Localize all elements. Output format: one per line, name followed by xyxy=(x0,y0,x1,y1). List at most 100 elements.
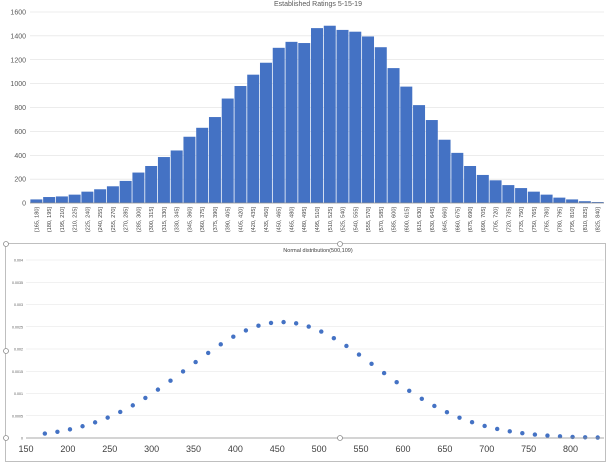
scatter-point xyxy=(143,395,148,401)
scatter-y-tick-label: 0.003 xyxy=(14,303,23,307)
histogram-x-tick-label: (810, 825] xyxy=(583,207,589,233)
scatter-point xyxy=(268,320,274,326)
histogram-x-tick-label: (570, 585] xyxy=(379,207,385,233)
histogram-bar xyxy=(413,105,426,203)
scatter-point xyxy=(482,423,487,429)
histogram-x-tick-label: (690, 705] xyxy=(481,207,487,233)
scatter-point xyxy=(130,403,136,408)
histogram-bar xyxy=(157,157,170,203)
histogram-bar xyxy=(591,202,604,203)
scatter-x-tick-label: 150 xyxy=(18,444,33,454)
histogram-bar xyxy=(553,197,566,203)
resize-handle-top-center[interactable] xyxy=(337,241,343,247)
scatter-point xyxy=(231,334,236,339)
histogram-x-tick-label: (525, 540] xyxy=(341,207,347,233)
histogram-x-tick-label: [165, 180] xyxy=(34,207,40,232)
histogram-bar xyxy=(527,191,540,203)
scatter-point xyxy=(67,427,73,432)
histogram-bar xyxy=(438,139,451,203)
scatter-x-tick-label: 350 xyxy=(186,444,201,454)
histogram-bar xyxy=(272,47,285,203)
histogram-x-tick-label: (210, 225] xyxy=(73,207,79,233)
histogram-x-tick-label: (270, 285] xyxy=(124,207,130,233)
scatter-point xyxy=(394,379,399,385)
histogram-x-tick-label: (390, 405] xyxy=(226,207,232,233)
histogram-bar xyxy=(68,194,81,203)
histogram-bar xyxy=(145,165,158,203)
histogram-bar xyxy=(208,117,221,203)
histogram-bar xyxy=(311,28,323,203)
histogram-x-tick-label: (780, 795] xyxy=(557,207,563,233)
histogram-x-tick-label: (375, 390] xyxy=(213,207,219,233)
histogram-y-tick-label: 1400 xyxy=(10,33,26,40)
histogram-bar xyxy=(464,165,477,203)
scatter-x-tick-label: 600 xyxy=(395,444,410,454)
histogram-x-tick-label: (435, 450] xyxy=(264,207,270,233)
histogram-x-tick-label: (465, 480] xyxy=(289,207,295,233)
resize-handle-bottom-left[interactable] xyxy=(3,435,9,441)
scatter-point xyxy=(155,387,161,392)
histogram-x-tick-label: (675, 690] xyxy=(468,207,474,233)
histogram-bar xyxy=(540,194,553,203)
resize-handle-bottom-center[interactable] xyxy=(337,435,343,441)
scatter-point xyxy=(168,378,173,383)
histogram-x-tick-label: (300, 315] xyxy=(149,207,155,233)
histogram-bar xyxy=(119,180,132,203)
histogram-x-tick-label: (255, 270] xyxy=(111,207,117,233)
scatter-point xyxy=(319,329,324,334)
scatter-point xyxy=(469,420,475,425)
histogram-x-tick-label: (630, 645] xyxy=(430,207,436,233)
scatter-point xyxy=(306,324,311,329)
resize-handle-middle-left[interactable] xyxy=(3,348,9,354)
scatter-point xyxy=(520,430,525,436)
histogram-y-tick-label: 1000 xyxy=(10,81,26,88)
histogram-bar xyxy=(106,186,119,203)
scatter-point xyxy=(532,432,538,437)
histogram-x-tick-label: (765, 780] xyxy=(545,207,551,233)
scatter-y-tick-label: 0.002 xyxy=(14,348,23,352)
histogram-bar xyxy=(502,185,515,203)
scatter-x-axis: 150 200 250 300 350 400 450 500 550 600 650 700 750 8… xyxy=(18,444,578,454)
scatter-x-tick-label: 450 xyxy=(270,444,285,454)
histogram-x-tick-label: (180, 195] xyxy=(47,207,53,233)
chart-selection-frame[interactable] xyxy=(5,243,606,462)
scatter-point xyxy=(494,426,500,432)
histogram-bar xyxy=(234,86,247,203)
histogram-bar xyxy=(94,189,107,203)
histogram-x-tick-label: (645, 660] xyxy=(443,207,449,233)
histogram-bars xyxy=(30,25,604,204)
histogram-bar xyxy=(515,188,528,203)
scatter-point xyxy=(243,328,249,333)
scatter-y-tick-label: 0 xyxy=(21,437,23,441)
histogram-bar xyxy=(336,29,349,203)
histogram-y-tick-label: 400 xyxy=(14,153,26,160)
scatter-y-tick-label: 0.001 xyxy=(14,392,23,396)
scatter-title: Normal distribution(500,109) xyxy=(283,248,353,254)
scatter-gridlines xyxy=(26,259,604,417)
scatter-point xyxy=(381,370,387,376)
histogram-x-tick-label: (585, 600] xyxy=(392,207,398,233)
histogram-x-tick-label: (480, 495] xyxy=(302,207,308,233)
histogram-x-tick-label: (405, 420] xyxy=(238,207,244,233)
histogram-x-tick-label: (735, 750] xyxy=(519,207,525,233)
histogram-bar xyxy=(566,199,579,203)
histogram-x-tick-label: (540, 555] xyxy=(353,207,359,233)
scatter-x-tick-label: 700 xyxy=(479,444,494,454)
scatter-y-tick-label: 0.004 xyxy=(14,259,23,263)
histogram-bar xyxy=(374,47,387,204)
scatter-point xyxy=(432,403,437,409)
histogram-x-tick-label: (555, 570] xyxy=(366,207,372,233)
histogram-bar xyxy=(476,174,489,203)
resize-handle-top-left[interactable] xyxy=(3,241,9,247)
histogram-bar xyxy=(43,197,56,203)
histogram-y-tick-label: 0 xyxy=(22,201,26,208)
histogram-bar xyxy=(425,120,438,203)
histogram-bar xyxy=(349,31,362,204)
histogram-x-tick-label: (600, 615] xyxy=(404,207,410,233)
histogram-x-tick-label: (285, 300] xyxy=(136,207,142,233)
scatter-point xyxy=(193,359,198,365)
histogram-x-tick-label: (495, 510] xyxy=(315,207,321,233)
histogram-y-tick-label: 800 xyxy=(14,105,26,112)
histogram-bar xyxy=(259,62,272,203)
scatter-x-tick-label: 300 xyxy=(144,444,159,454)
